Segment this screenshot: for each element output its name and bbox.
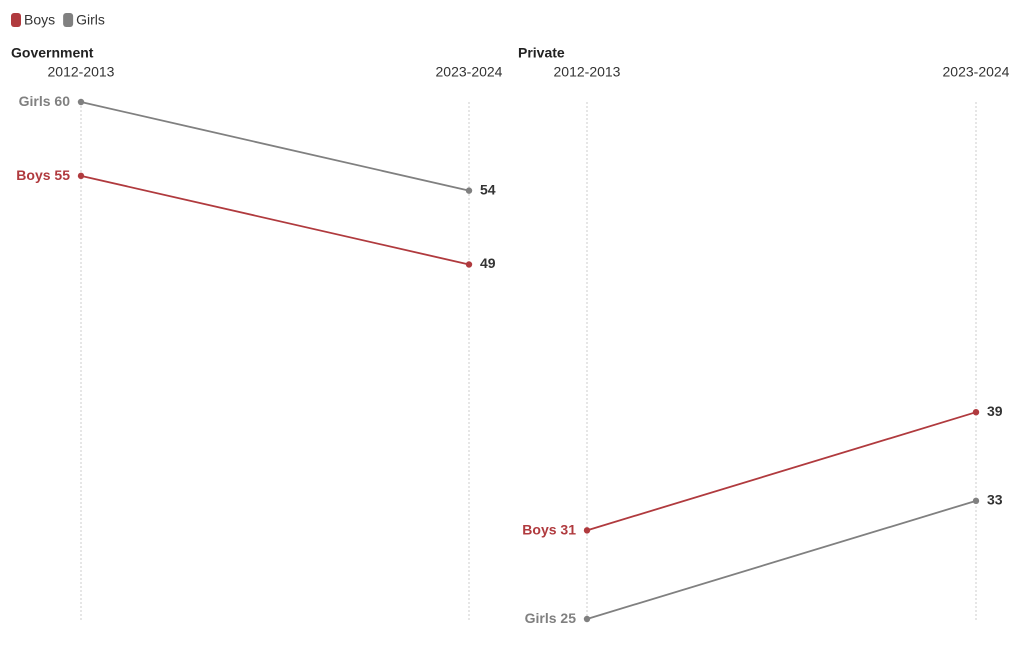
start-label: Girls 60 bbox=[19, 93, 71, 109]
value-label: 39 bbox=[987, 403, 1003, 419]
point bbox=[583, 615, 591, 623]
series-name: Girls bbox=[525, 610, 557, 626]
point bbox=[77, 172, 85, 180]
value-label: 60 bbox=[54, 93, 70, 109]
point bbox=[972, 497, 980, 505]
value-label: 49 bbox=[480, 255, 496, 271]
series-name: Boys bbox=[16, 167, 50, 183]
point bbox=[972, 409, 980, 416]
series-name: Girls bbox=[19, 93, 51, 109]
category-label: 2023-2024 bbox=[436, 64, 503, 80]
point bbox=[465, 187, 473, 194]
legend-label: Boys bbox=[24, 12, 55, 28]
category-label: 2012-2013 bbox=[48, 64, 115, 80]
slope-line bbox=[80, 174, 470, 266]
panel-title: Government bbox=[11, 45, 94, 61]
value-label: 33 bbox=[987, 492, 1003, 508]
legend-swatch bbox=[11, 13, 21, 27]
category-label: 2023-2024 bbox=[943, 64, 1010, 80]
series-name: Boys bbox=[522, 521, 556, 537]
point bbox=[465, 261, 473, 268]
point bbox=[77, 98, 85, 106]
slope-line bbox=[80, 101, 470, 192]
slope-line bbox=[586, 499, 977, 620]
point bbox=[583, 527, 591, 534]
value-label: 31 bbox=[560, 521, 576, 537]
category-label: 2012-2013 bbox=[554, 64, 621, 80]
value-label: 25 bbox=[560, 610, 576, 626]
panel-title: Private bbox=[518, 45, 565, 61]
start-label: Girls 25 bbox=[525, 610, 577, 626]
start-label: Boys 31 bbox=[522, 521, 576, 537]
legend-swatch bbox=[63, 13, 74, 27]
legend-label: Girls bbox=[76, 12, 105, 28]
value-label: 55 bbox=[54, 167, 70, 183]
slope-line bbox=[586, 411, 977, 532]
value-label: 54 bbox=[480, 181, 496, 197]
start-label: Boys 55 bbox=[16, 167, 70, 183]
